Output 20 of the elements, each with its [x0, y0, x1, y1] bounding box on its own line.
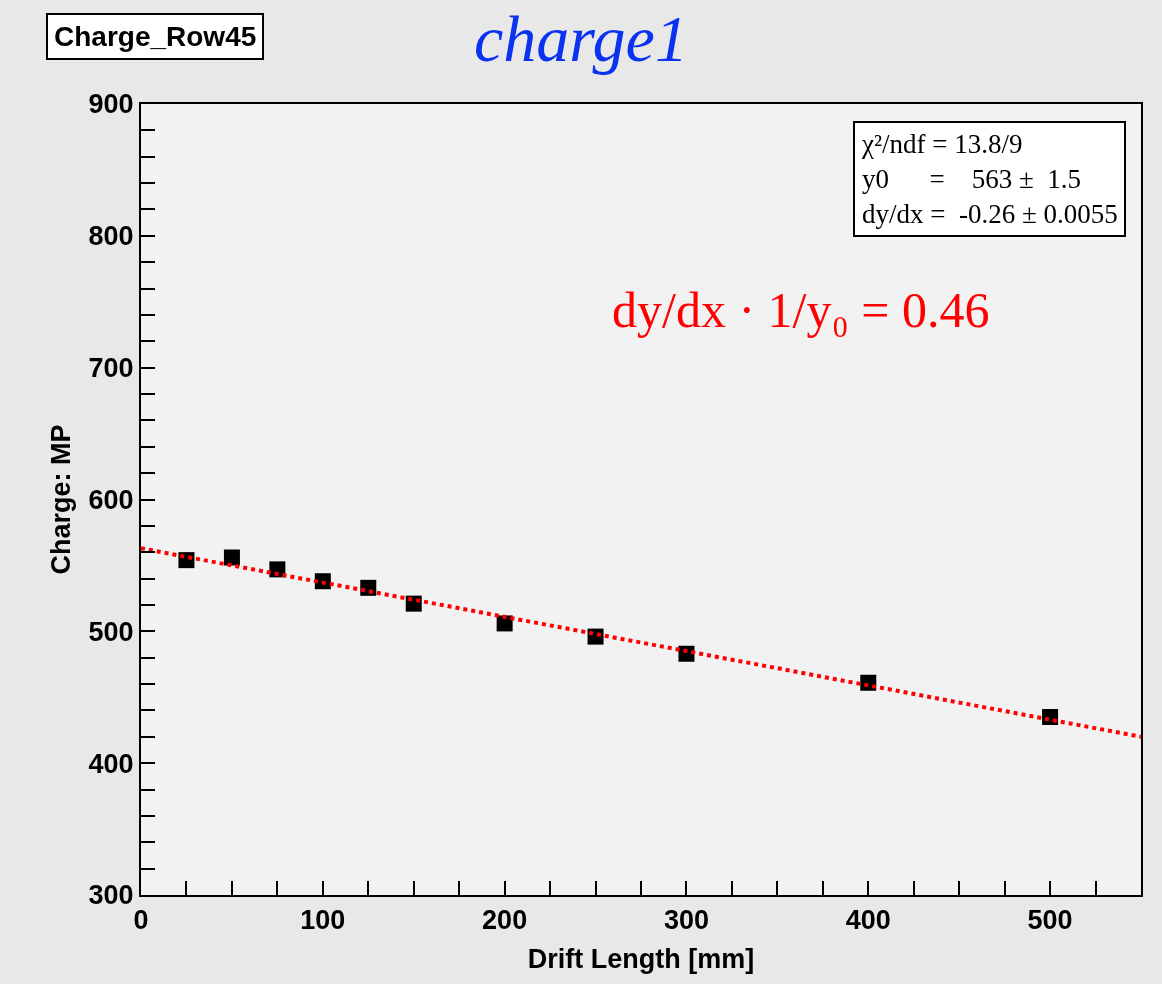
- annotation: dy/dx · 1/y₀ = 0.46: [612, 282, 990, 338]
- x-tick-label: 0: [133, 905, 149, 936]
- y-tick-label: 800: [88, 221, 134, 252]
- y-tick-label: 500: [88, 616, 134, 647]
- annotation: χ²/ndf = 13.8/9 y0 = 563 ± 1.5 dy/dx = -0.26 ± 0.0055: [861, 129, 1118, 230]
- x-tick-label: 300: [663, 905, 709, 936]
- x-tick-label: 200: [482, 905, 528, 936]
- y-tick-label: 400: [88, 748, 134, 779]
- point: [223, 549, 240, 566]
- x-tick-label: 100: [300, 905, 346, 936]
- chart-title: charge1: [474, 1, 688, 75]
- x-tick-label: 500: [1027, 905, 1073, 936]
- text: Charge_Row45: [54, 21, 257, 52]
- y-tick-label: 600: [88, 484, 134, 515]
- y-tick-label: 300: [88, 880, 134, 911]
- x-tick-label: 400: [845, 905, 891, 936]
- x-axis-title: Drift Length [mm]: [527, 944, 755, 975]
- y-tick-label: 700: [88, 353, 134, 384]
- y-axis-title: Charge: MP: [46, 424, 77, 575]
- y-tick-label: 900: [88, 89, 134, 120]
